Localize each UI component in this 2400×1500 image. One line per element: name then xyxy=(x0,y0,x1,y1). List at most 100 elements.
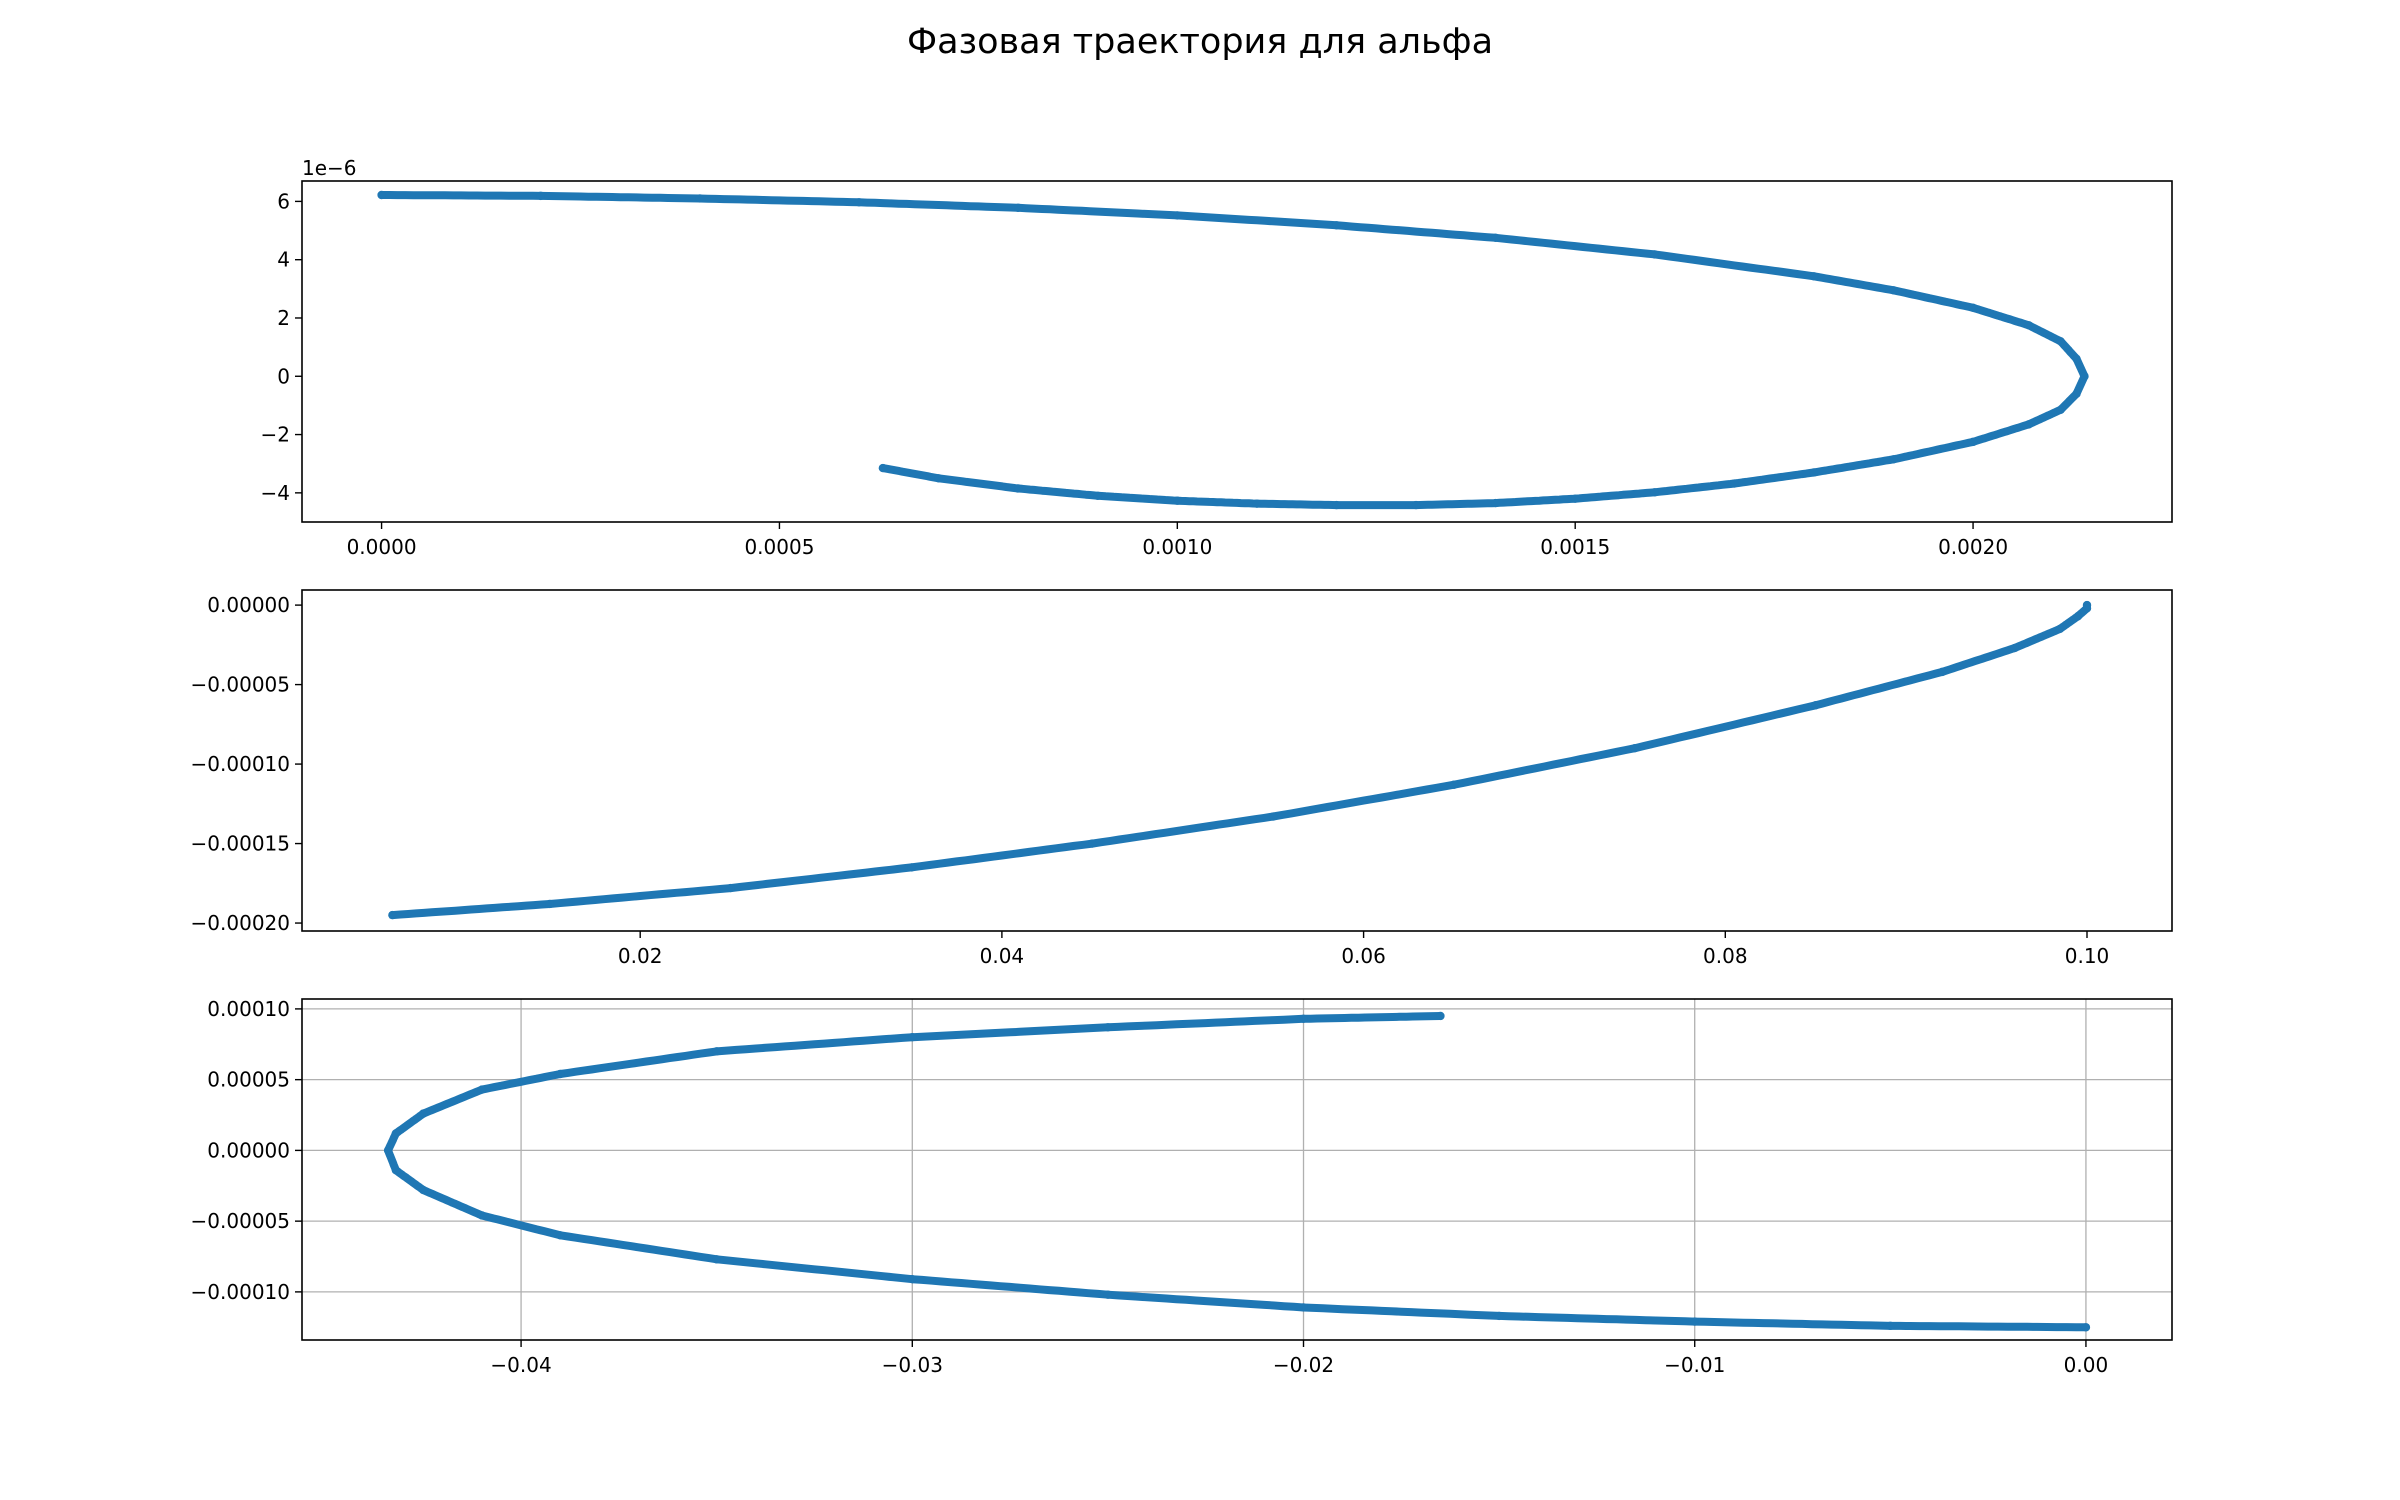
data-point xyxy=(2072,354,2081,363)
data-point xyxy=(1093,491,1102,500)
data-point xyxy=(1013,484,1023,493)
y-tick-label: 6 xyxy=(277,189,290,213)
figure-title: Фазовая траектория для альфа xyxy=(906,22,1494,62)
data-point xyxy=(1886,1321,1895,1331)
data-point xyxy=(1809,272,1819,281)
y-tick-label: −0.00005 xyxy=(191,1209,290,1233)
data-point xyxy=(2055,624,2065,634)
data-point xyxy=(1938,667,1947,677)
x-tick-label: 0.00 xyxy=(2064,1353,2109,1377)
y-tick-label: 0.00005 xyxy=(207,1068,290,1092)
y-tick-label: 2 xyxy=(277,306,290,330)
data-point xyxy=(391,1166,401,1175)
data-point xyxy=(477,1211,487,1220)
data-point xyxy=(712,1255,721,1264)
data-point xyxy=(1491,498,1500,508)
y-tick-label: −0.00005 xyxy=(191,673,290,697)
y-tick-label: −2 xyxy=(261,423,290,447)
data-point xyxy=(391,1129,401,1138)
x-tick-label: −0.02 xyxy=(1273,1353,1334,1377)
y-tick-label: −0.00010 xyxy=(191,752,290,776)
x-tick-label: 0.10 xyxy=(2065,944,2110,968)
data-point xyxy=(1449,780,1459,789)
data-point xyxy=(388,910,397,920)
data-point xyxy=(1968,303,1978,312)
data-point xyxy=(1889,455,1898,464)
x-tick-label: −0.03 xyxy=(882,1353,943,1377)
x-tick-label: 0.0000 xyxy=(347,535,417,559)
y-tick-label: 0.00010 xyxy=(207,997,290,1021)
data-point xyxy=(1088,839,1097,848)
data-point xyxy=(1299,1014,1308,1024)
data-point xyxy=(934,474,943,483)
data-point xyxy=(1809,468,1819,477)
data-point xyxy=(2056,405,2065,414)
data-point xyxy=(2082,600,2092,610)
x-tick-label: 0.04 xyxy=(980,944,1025,968)
data-point xyxy=(1650,488,1659,497)
y-tick-label: −0.00020 xyxy=(191,911,290,935)
data-point xyxy=(908,1274,917,1284)
data-point xyxy=(1491,233,1500,243)
data-point xyxy=(419,1109,428,1118)
data-point xyxy=(377,190,386,200)
data-point xyxy=(1889,286,1898,295)
y-tick-label: −4 xyxy=(261,481,290,505)
x-tick-label: 0.0010 xyxy=(1142,535,1212,559)
data-point xyxy=(2024,420,2033,429)
subplot-1: 0.0000 0.0005 0.0010 0.0015 0.0020 −4 −2 0 2 4 6 1e… xyxy=(261,156,2173,559)
data-point xyxy=(383,1146,393,1155)
data-point xyxy=(878,463,888,473)
data-point xyxy=(536,191,545,201)
data-point xyxy=(907,863,916,872)
data-point xyxy=(477,1085,487,1094)
data-point xyxy=(2056,337,2065,346)
x-tick-label: 0.02 xyxy=(618,944,663,968)
data-point xyxy=(1173,496,1182,505)
data-point xyxy=(1494,1311,1504,1321)
y-tick-label: −0.00015 xyxy=(191,832,290,856)
y-tick-label: −0.00010 xyxy=(191,1280,290,1304)
axes-frame xyxy=(301,180,2173,523)
data-point xyxy=(1252,499,1262,508)
data-point xyxy=(1332,500,1341,510)
data-point xyxy=(1730,479,1739,488)
data-point xyxy=(1630,743,1640,753)
x-tick-label: 0.0015 xyxy=(1540,535,1610,559)
y-tick-label: 0 xyxy=(277,364,290,388)
data-point xyxy=(1436,1011,1445,1021)
data-point xyxy=(1173,211,1182,220)
subplot-3: −0.04 −0.03 −0.02 −0.01 0.00 0.00010 0.00005 0.… xyxy=(191,997,2173,1377)
data-point xyxy=(908,1033,917,1042)
data-point xyxy=(726,883,735,893)
data-point xyxy=(2073,612,2083,621)
x-tick-label: 0.0005 xyxy=(744,535,814,559)
y-tick-label: 0.00000 xyxy=(207,593,290,617)
x-tick-label: 0.0020 xyxy=(1938,535,2008,559)
data-point xyxy=(1650,250,1659,259)
y-offset-label: 1e−6 xyxy=(302,156,357,180)
data-point xyxy=(854,198,864,207)
data-point xyxy=(2080,372,2089,381)
data-point xyxy=(1332,221,1341,230)
data-point xyxy=(1570,494,1580,503)
data-point xyxy=(2081,1323,2091,1332)
y-tick-label: 4 xyxy=(277,248,290,272)
x-tick-label: −0.01 xyxy=(1664,1353,1725,1377)
series-1-line xyxy=(384,1012,2090,1332)
data-point xyxy=(712,1047,721,1056)
x-tick-label: 0.06 xyxy=(1341,944,1386,968)
series-1-line xyxy=(388,601,2091,920)
series-1-line xyxy=(377,191,2089,510)
data-point xyxy=(2010,643,2019,653)
data-point xyxy=(1103,1290,1113,1299)
data-point xyxy=(1268,812,1278,821)
data-point xyxy=(1968,437,1978,447)
subplot-2: 0.02 0.04 0.06 0.08 0.10 0.00000 −0.00005 −0.00… xyxy=(191,589,2173,968)
axes-frame xyxy=(301,998,2173,1341)
data-point xyxy=(1411,500,1421,510)
data-point xyxy=(1103,1023,1113,1032)
data-point xyxy=(1811,701,1820,710)
data-point xyxy=(556,1231,565,1240)
